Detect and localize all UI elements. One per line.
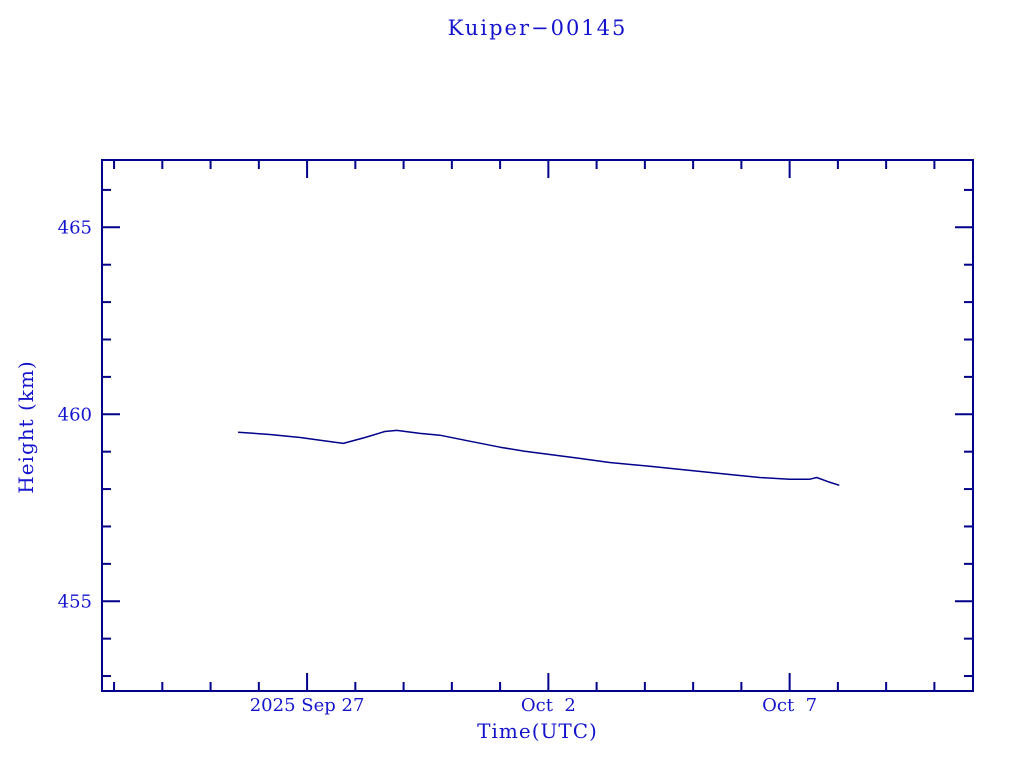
x-axis-label: Time(UTC) bbox=[477, 719, 598, 743]
chart-title: Kuiper−00145 bbox=[447, 16, 628, 40]
y-tick-labels: 455 460 465 bbox=[58, 217, 92, 612]
x-tick-labels: 2025 Sep 27 Oct 2 Oct 7 bbox=[250, 695, 817, 716]
height-data-line bbox=[238, 429, 840, 487]
svg-text:455: 455 bbox=[58, 591, 92, 612]
y-axis-label: Height (km) bbox=[14, 360, 38, 494]
svg-text:2025 Sep 27: 2025 Sep 27 bbox=[250, 695, 365, 716]
svg-text:460: 460 bbox=[58, 404, 92, 425]
svg-text:465: 465 bbox=[58, 217, 92, 238]
svg-text:Oct 7: Oct 7 bbox=[762, 695, 817, 716]
y-axis-ticks bbox=[102, 188, 973, 678]
x-axis-ticks bbox=[113, 160, 936, 691]
axis-box bbox=[101, 159, 974, 692]
svg-text:Oct 2: Oct 2 bbox=[521, 695, 576, 716]
